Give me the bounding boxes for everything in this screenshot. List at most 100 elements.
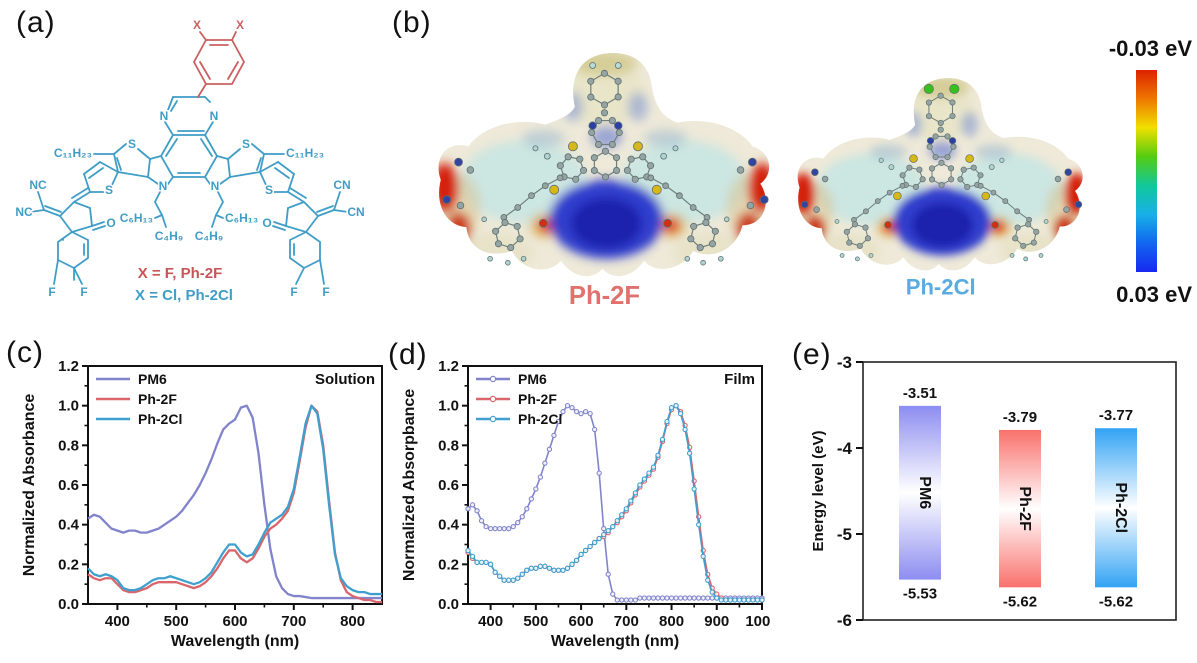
series-marker (537, 474, 544, 480)
series-marker (542, 460, 548, 466)
chemical-structure-drawing: X X N N S S S S C₁₁H₂₃ C₁₁H₂₃ N N C₆H₁₃ … (14, 17, 366, 305)
energy-bar-Ph-2Cl (1095, 428, 1137, 588)
absorbance-chart-solution: 400 500 600 700 800 0.0 0.2 0.4 0.6 0.8 1.0 1.2 Wave… (21, 358, 383, 650)
panel-label-b: (b) (392, 6, 432, 39)
y-tick-label: -4 (837, 439, 853, 458)
legend-marker (489, 375, 497, 383)
x-tick-label: 800 (659, 613, 684, 630)
series-marker (718, 597, 724, 603)
series-marker (655, 595, 661, 601)
series-marker (524, 567, 530, 573)
series-marker (528, 565, 534, 571)
series-marker (637, 482, 643, 488)
y-tick-label: -6 (837, 611, 852, 630)
y-tick-label: 1.2 (438, 358, 459, 375)
series-marker (628, 597, 634, 603)
y-tick-label: 0.4 (438, 517, 460, 534)
legend-marker (489, 395, 497, 403)
series-marker (573, 557, 580, 564)
series-marker (619, 597, 625, 603)
series-marker (492, 569, 498, 575)
y-tick-label: -5 (837, 525, 852, 544)
series-marker (465, 506, 471, 512)
series-marker (537, 563, 544, 569)
series-marker (664, 418, 670, 425)
y-tick-label: 0.4 (58, 517, 80, 534)
x-tick-label: 600 (569, 613, 594, 630)
alkyl-c4h9-left: C₄H₉ (155, 229, 183, 243)
series-marker (560, 408, 566, 415)
legend-marker (489, 415, 497, 423)
pyrazine-n-left: N (160, 109, 169, 123)
y-tick-label: 0.6 (438, 477, 459, 494)
series-line-Ph-2Cl (87, 404, 382, 596)
esp-molecule-atoms (442, 62, 769, 266)
series-marker (587, 543, 593, 550)
series-marker (569, 561, 575, 567)
series-marker (582, 408, 589, 415)
series-marker (492, 525, 498, 532)
x-tick-label: 500 (164, 613, 189, 630)
series-marker (469, 502, 476, 508)
series-marker (641, 476, 648, 482)
pyrrole-n-right: N (211, 179, 220, 193)
series-marker (610, 523, 616, 530)
series-marker (686, 450, 693, 456)
s-atom-top-left: S (128, 137, 136, 151)
homo-value-Ph-2Cl: -5.62 (1099, 593, 1133, 610)
series-marker (745, 597, 752, 603)
series-marker (646, 470, 652, 476)
energy-level-diagram: -3 -4 -5 -6 Energy level (eV) -3.51 -5.53 PM6 -3… (810, 353, 1177, 630)
legend-label-Ph-2F: Ph-2F (518, 391, 557, 407)
series-marker (551, 567, 557, 573)
y-tick-label: 1.0 (438, 398, 459, 415)
series-marker (686, 595, 693, 601)
s-atom-bottom-right: S (265, 183, 273, 197)
series-marker (677, 410, 684, 417)
esp-molecule-atoms (800, 83, 1083, 262)
s-atom-top-right: S (242, 137, 250, 151)
f-left-1: F (48, 285, 55, 299)
legend-label-PM6: PM6 (138, 371, 167, 387)
esp-molecule-label: Ph-2F (569, 282, 640, 310)
series-marker (637, 595, 643, 601)
series-line-Ph-2Cl (467, 404, 762, 601)
y-tick-label: 0.2 (438, 556, 459, 573)
plot-annotation: Film (724, 371, 755, 388)
series-marker (497, 573, 503, 579)
x-axis-title: Wavelength (nm) (171, 633, 299, 650)
series-marker (673, 403, 679, 409)
legend-label-Ph-2Cl: Ph-2Cl (138, 411, 182, 427)
series-marker (705, 577, 711, 583)
series-marker (659, 595, 666, 601)
series-marker (591, 426, 598, 433)
series-marker (668, 595, 675, 601)
series-marker (691, 486, 697, 492)
energy-bar-Ph-2F (999, 429, 1041, 588)
series-marker (750, 597, 756, 603)
panel-label-e: (e) (792, 338, 832, 371)
x-axis-title: Wavelength (nm) (551, 633, 679, 650)
y-axis-title: Normalized Absorpbance (401, 389, 418, 581)
series-marker (614, 597, 620, 603)
panel-label-d: (d) (388, 338, 428, 371)
series-marker (732, 597, 738, 603)
alkyl-c11h23-right: C₁₁H₂₃ (286, 146, 324, 160)
series-marker (610, 591, 616, 597)
series-marker (519, 571, 525, 577)
panel-label-c: (c) (6, 336, 44, 369)
x-tick-label: 700 (614, 613, 639, 630)
bar-label-PM6: PM6 (916, 476, 933, 509)
lumo-value-PM6: -3.51 (903, 385, 937, 402)
series-marker (650, 464, 657, 470)
series-marker (664, 595, 670, 601)
esp-map-ph2cl: Ph-2Cl (797, 78, 1083, 300)
lumo-value-Ph-2F: -3.79 (1003, 409, 1037, 426)
series-marker (510, 577, 516, 583)
plot-frame (467, 365, 763, 605)
series-marker (533, 486, 539, 492)
f-right-1: F (290, 285, 297, 299)
series-marker (560, 567, 566, 573)
x-tick-label: 900 (704, 613, 729, 630)
